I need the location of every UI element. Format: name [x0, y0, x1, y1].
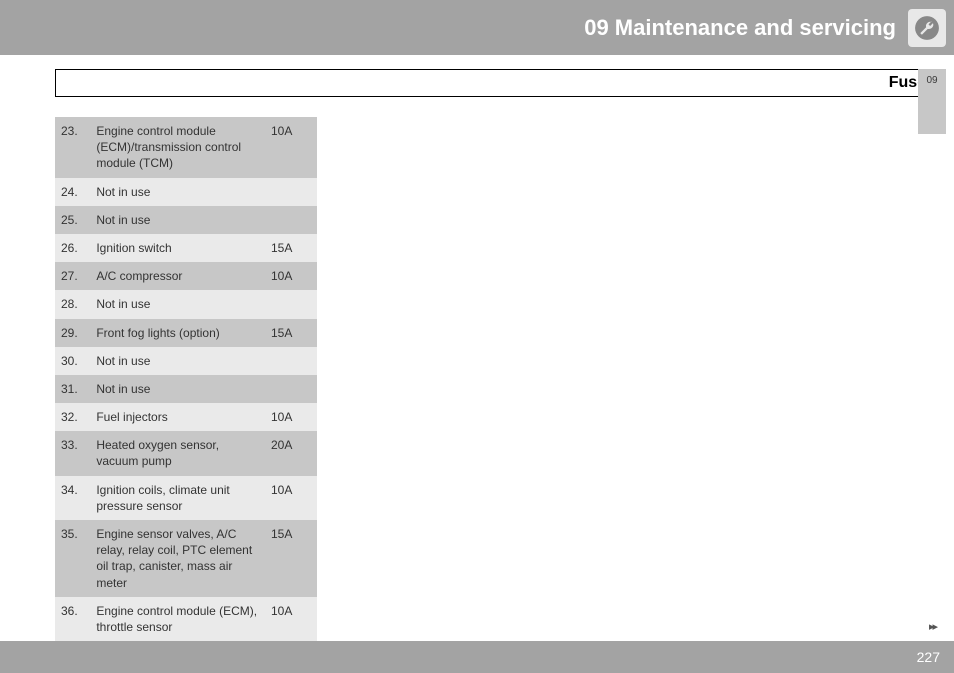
table-row: 31.Not in use — [55, 375, 317, 403]
table-row: 26.Ignition switch15A — [55, 234, 317, 262]
fuse-amperage: 10A — [265, 597, 317, 641]
chapter-tab: 09 — [918, 69, 946, 134]
fuse-table-wrap: 23.Engine control module (ECM)/transmiss… — [55, 117, 317, 641]
fuse-number: 32. — [55, 403, 90, 431]
fuse-amperage: 15A — [265, 319, 317, 347]
fuse-number: 23. — [55, 117, 90, 178]
table-row: 27.A/C compressor10A — [55, 262, 317, 290]
table-row: 23.Engine control module (ECM)/transmiss… — [55, 117, 317, 178]
fuse-number: 28. — [55, 290, 90, 318]
fuse-description: Ignition coils, climate unit pressure se… — [90, 476, 265, 520]
fuse-description: Not in use — [90, 178, 265, 206]
table-row: 35.Engine sensor valves, A/C relay, rela… — [55, 520, 317, 597]
fuse-number: 25. — [55, 206, 90, 234]
fuse-number: 33. — [55, 431, 90, 475]
fuse-description: Heated oxygen sensor, vacuum pump — [90, 431, 265, 475]
fuse-amperage: 10A — [265, 476, 317, 520]
table-row: 33.Heated oxygen sensor, vacuum pump20A — [55, 431, 317, 475]
page-number: 227 — [917, 649, 940, 665]
fuse-number: 26. — [55, 234, 90, 262]
fuse-amperage: 20A — [265, 431, 317, 475]
fuse-amperage: 15A — [265, 520, 317, 597]
fuse-description: Engine sensor valves, A/C relay, relay c… — [90, 520, 265, 597]
fuse-table: 23.Engine control module (ECM)/transmiss… — [55, 117, 317, 641]
fuse-number: 34. — [55, 476, 90, 520]
table-row: 25.Not in use — [55, 206, 317, 234]
fuse-number: 29. — [55, 319, 90, 347]
fuse-amperage: 10A — [265, 403, 317, 431]
table-row: 24.Not in use — [55, 178, 317, 206]
wrench-icon — [908, 9, 946, 47]
continue-indicator: ▸▸ — [929, 620, 936, 633]
fuse-description: Not in use — [90, 206, 265, 234]
chapter-title: 09 Maintenance and servicing — [584, 15, 896, 41]
fuse-amperage — [265, 290, 317, 318]
fuse-description: Not in use — [90, 290, 265, 318]
table-row: 29.Front fog lights (option)15A — [55, 319, 317, 347]
fuse-number: 36. — [55, 597, 90, 641]
table-row: 36.Engine control module (ECM), throttle… — [55, 597, 317, 641]
fuse-description: Not in use — [90, 347, 265, 375]
fuse-description: Not in use — [90, 375, 265, 403]
fuse-number: 24. — [55, 178, 90, 206]
fuse-description: Front fog lights (option) — [90, 319, 265, 347]
fuse-description: Fuel injectors — [90, 403, 265, 431]
fuse-amperage: 10A — [265, 117, 317, 178]
fuse-number: 30. — [55, 347, 90, 375]
fuse-description: Engine control module (ECM)/transmission… — [90, 117, 265, 178]
header-bar: 09 Maintenance and servicing — [0, 0, 954, 55]
section-header-row: Fuses — [0, 69, 954, 97]
footer-bar: 227 — [0, 641, 954, 673]
fuse-amperage — [265, 375, 317, 403]
table-row: 32.Fuel injectors10A — [55, 403, 317, 431]
section-title-box: Fuses — [55, 69, 946, 97]
fuse-amperage — [265, 206, 317, 234]
table-row: 28.Not in use — [55, 290, 317, 318]
table-row: 34.Ignition coils, climate unit pressure… — [55, 476, 317, 520]
fuse-amperage — [265, 347, 317, 375]
table-row: 30.Not in use — [55, 347, 317, 375]
fuse-description: Engine control module (ECM), throttle se… — [90, 597, 265, 641]
fuse-number: 31. — [55, 375, 90, 403]
fuse-description: A/C compressor — [90, 262, 265, 290]
fuse-amperage: 15A — [265, 234, 317, 262]
chapter-tab-label: 09 — [926, 75, 937, 86]
fuse-amperage — [265, 178, 317, 206]
fuse-number: 27. — [55, 262, 90, 290]
fuse-amperage: 10A — [265, 262, 317, 290]
fuse-description: Ignition switch — [90, 234, 265, 262]
fuse-number: 35. — [55, 520, 90, 597]
